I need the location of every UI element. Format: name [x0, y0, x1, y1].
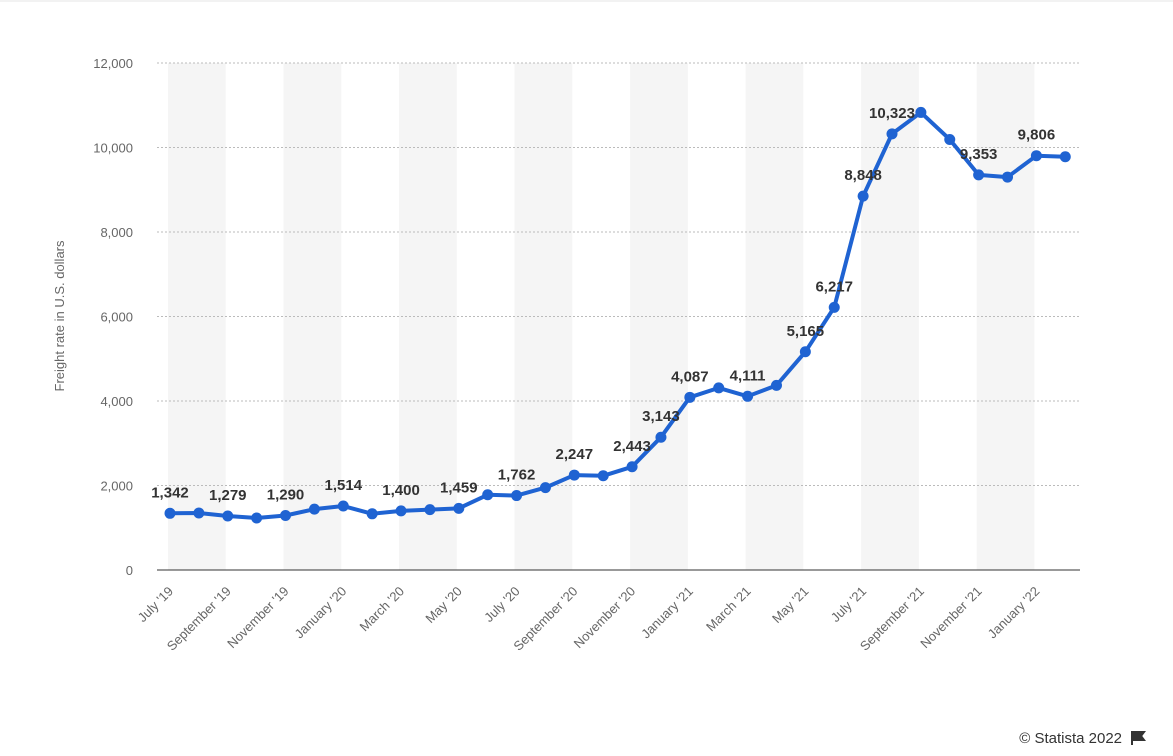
value-label: 1,279: [209, 487, 247, 504]
data-point: [742, 390, 754, 402]
band: [399, 63, 457, 570]
x-tick-label: November '19: [224, 584, 292, 652]
value-label: 9,806: [1018, 127, 1056, 144]
y-tick-label: 2,000: [100, 479, 133, 494]
value-label: 6,217: [815, 278, 853, 295]
data-point: [568, 469, 580, 481]
x-tick-label: March '20: [356, 584, 407, 635]
y-tick-label: 10,000: [93, 141, 133, 156]
y-tick-label: 0: [126, 563, 133, 578]
data-point: [597, 470, 609, 482]
y-tick-label: 6,000: [100, 310, 133, 325]
data-point: [222, 510, 234, 522]
data-point: [539, 482, 551, 494]
y-tick-label: 8,000: [100, 225, 133, 240]
value-label: 3,143: [642, 408, 680, 425]
data-point: [1002, 171, 1014, 183]
data-point: [1030, 150, 1042, 162]
data-point: [193, 507, 205, 519]
x-tick-label: January '20: [292, 584, 350, 642]
value-label: 1,459: [440, 479, 478, 496]
data-point: [337, 500, 349, 512]
data-point: [366, 508, 378, 520]
value-label: 4,111: [730, 367, 766, 384]
data-point: [886, 128, 898, 140]
data-point: [482, 489, 494, 501]
data-point: [713, 382, 725, 394]
value-label: 9,353: [960, 146, 998, 163]
data-point: [770, 379, 782, 391]
x-tick-label: November '21: [917, 584, 985, 652]
value-label: 2,443: [613, 438, 651, 455]
data-point: [251, 512, 263, 524]
data-point: [684, 391, 696, 403]
x-tick-label: November '20: [571, 584, 639, 652]
source: © Statista 2022: [1019, 730, 1122, 747]
x-tick-label: July '20: [481, 584, 522, 625]
value-label: 10,323: [869, 105, 915, 122]
x-tick-label: March '21: [703, 584, 754, 635]
x-tick-label: May '21: [769, 584, 812, 627]
data-point: [164, 507, 176, 519]
data-point: [395, 505, 407, 517]
flag-icon[interactable]: [1131, 731, 1146, 745]
value-label: 1,342: [151, 484, 189, 501]
data-point: [799, 346, 811, 358]
data-point: [915, 106, 927, 118]
data-point: [626, 461, 638, 473]
data-point: [828, 301, 840, 313]
y-axis-title: Freight rate in U.S. dollars: [52, 240, 67, 392]
value-label: 5,165: [787, 323, 825, 340]
x-tick-label: July '21: [828, 584, 869, 625]
data-point: [280, 509, 292, 521]
value-label: 1,290: [267, 486, 305, 503]
value-label: 1,762: [498, 467, 536, 484]
data-point: [973, 169, 985, 181]
data-point: [511, 490, 523, 502]
x-tick-label: January '21: [638, 584, 696, 642]
data-point: [857, 190, 869, 202]
value-label: 2,247: [556, 446, 594, 463]
value-label: 1,514: [325, 477, 363, 494]
data-point: [308, 503, 320, 515]
x-tick-label: January '22: [985, 584, 1043, 642]
data-point: [1059, 151, 1071, 163]
x-tick-label: May '20: [422, 584, 465, 627]
data-point: [655, 431, 667, 443]
value-label: 8,848: [844, 167, 882, 184]
data-point: [424, 504, 436, 516]
data-point: [453, 502, 465, 514]
data-point: [944, 133, 956, 145]
x-tick-label: July '19: [135, 584, 176, 625]
y-tick-label: 12,000: [93, 56, 133, 71]
value-label: 4,087: [671, 368, 709, 385]
value-label: 1,400: [382, 482, 420, 499]
y-tick-label: 4,000: [100, 394, 133, 409]
